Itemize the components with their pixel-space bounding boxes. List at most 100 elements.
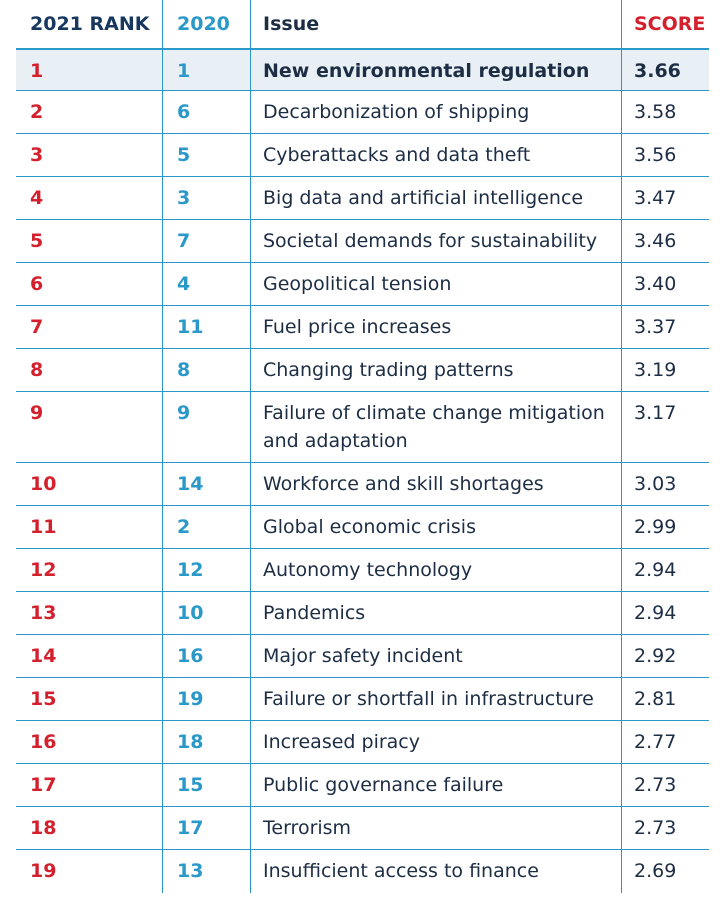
table-body: 1 1 New environmental regulation 3.66 2 6 Deca… (16, 50, 709, 893)
table-row: 7 11 Fuel price increases 3.37 (16, 306, 709, 349)
rank-2020-cell: 4 (162, 263, 250, 305)
rank-2020-cell: 8 (162, 349, 250, 391)
table-row: 8 8 Changing trading patterns 3.19 (16, 349, 709, 392)
issue-cell: Increased piracy (250, 721, 621, 763)
table-row: 13 10 Pandemics 2.94 (16, 592, 709, 635)
rank-2021-cell: 7 (30, 316, 44, 338)
issue-cell: Pandemics (250, 592, 621, 634)
table-row: 3 5 Cyberattacks and data theft 3.56 (16, 134, 709, 177)
table-row: 9 9 Failure of climate change mitigation a… (16, 392, 709, 463)
rank-2020-cell: 10 (162, 592, 250, 634)
rank-2020-cell: 18 (162, 721, 250, 763)
score-cell: 3.37 (621, 306, 709, 348)
rank-2021-cell: 19 (30, 860, 57, 882)
issue-cell: Fuel price increases (250, 306, 621, 348)
score-cell: 3.47 (621, 177, 709, 219)
rank-2020-cell: 16 (162, 635, 250, 677)
rank-2020-cell: 7 (162, 220, 250, 262)
score-cell: 2.77 (621, 721, 709, 763)
score-cell: 2.92 (621, 635, 709, 677)
rank-2021-cell: 16 (30, 731, 57, 753)
table-row: 17 15 Public governance failure 2.73 (16, 764, 709, 807)
rank-2020-cell: 2 (162, 506, 250, 548)
rank-2020-cell: 5 (162, 134, 250, 176)
score-cell: 3.40 (621, 263, 709, 305)
table-row: 5 7 Societal demands for sustainability 3.4… (16, 220, 709, 263)
issue-cell: Insufficient access to finance (250, 850, 621, 893)
header-issue: Issue (250, 0, 621, 49)
rank-2021-cell: 10 (30, 473, 57, 495)
table-row: 4 3 Big data and artificial intelligence 3.… (16, 177, 709, 220)
score-cell: 3.56 (621, 134, 709, 176)
issue-cell: Cyberattacks and data theft (250, 134, 621, 176)
table-row: 11 2 Global economic crisis 2.99 (16, 506, 709, 549)
rank-2020-cell: 17 (162, 807, 250, 849)
table-header: 2021 RANK 2020 Issue SCORE (16, 0, 709, 50)
table-row: 2 6 Decarbonization of shipping 3.58 (16, 91, 709, 134)
score-cell: 2.94 (621, 592, 709, 634)
issue-cell: Failure of climate change mitigation and… (250, 392, 621, 462)
rank-2020-cell: 9 (162, 392, 250, 462)
table-row: 15 19 Failure or shortfall in infrastructu… (16, 678, 709, 721)
header-rank-2021: 2021 RANK (30, 13, 150, 35)
score-cell: 2.69 (621, 850, 709, 893)
rank-2021-cell: 1 (30, 60, 44, 82)
issue-cell: Autonomy technology (250, 549, 621, 591)
rank-2020-cell: 11 (162, 306, 250, 348)
rank-2021-cell: 2 (30, 101, 44, 123)
rank-2020-cell: 13 (162, 850, 250, 893)
score-cell: 3.03 (621, 463, 709, 505)
header-score: SCORE (621, 0, 709, 49)
rank-2021-cell: 18 (30, 817, 57, 839)
issue-cell: New environmental regulation (250, 50, 621, 90)
rank-2021-cell: 13 (30, 602, 57, 624)
score-cell: 3.19 (621, 349, 709, 391)
rank-2021-cell: 4 (30, 187, 44, 209)
score-cell: 2.99 (621, 506, 709, 548)
header-rank-2020: 2020 (162, 0, 250, 49)
table-row: 18 17 Terrorism 2.73 (16, 807, 709, 850)
issue-cell: Geopolitical tension (250, 263, 621, 305)
table-row: 6 4 Geopolitical tension 3.40 (16, 263, 709, 306)
issue-cell: Public governance failure (250, 764, 621, 806)
table-row: 12 12 Autonomy technology 2.94 (16, 549, 709, 592)
score-cell: 2.94 (621, 549, 709, 591)
rank-2021-cell: 9 (30, 402, 44, 424)
rank-2020-cell: 6 (162, 91, 250, 133)
issue-cell: Terrorism (250, 807, 621, 849)
rank-2020-cell: 14 (162, 463, 250, 505)
table-row: 14 16 Major safety incident 2.92 (16, 635, 709, 678)
rank-2021-cell: 8 (30, 359, 44, 381)
rank-2021-cell: 6 (30, 273, 44, 295)
issue-cell: Major safety incident (250, 635, 621, 677)
rank-2020-cell: 1 (162, 50, 250, 90)
issue-cell: Global economic crisis (250, 506, 621, 548)
rank-2021-cell: 17 (30, 774, 57, 796)
rank-2020-cell: 12 (162, 549, 250, 591)
score-cell: 3.66 (621, 50, 709, 90)
score-cell: 3.46 (621, 220, 709, 262)
issue-cell: Decarbonization of shipping (250, 91, 621, 133)
rank-2020-cell: 19 (162, 678, 250, 720)
rank-2021-cell: 3 (30, 144, 44, 166)
issue-cell: Failure or shortfall in infrastructure (250, 678, 621, 720)
issue-cell: Societal demands for sustainability (250, 220, 621, 262)
rank-2021-cell: 14 (30, 645, 57, 667)
rank-2021-cell: 12 (30, 559, 57, 581)
score-cell: 2.73 (621, 764, 709, 806)
score-cell: 2.81 (621, 678, 709, 720)
issue-cell: Big data and artificial intelligence (250, 177, 621, 219)
score-cell: 3.58 (621, 91, 709, 133)
rank-2021-cell: 15 (30, 688, 57, 710)
score-cell: 3.17 (621, 392, 709, 462)
rank-table: 2021 RANK 2020 Issue SCORE 1 1 New environ… (16, 0, 709, 893)
rank-2020-cell: 3 (162, 177, 250, 219)
table-row: 10 14 Workforce and skill shortages 3.03 (16, 463, 709, 506)
rank-2021-cell: 11 (30, 516, 57, 538)
score-cell: 2.73 (621, 807, 709, 849)
rank-2020-cell: 15 (162, 764, 250, 806)
table-row: 19 13 Insufficient access to finance 2.69 (16, 850, 709, 893)
issue-cell: Workforce and skill shortages (250, 463, 621, 505)
rank-2021-cell: 5 (30, 230, 44, 252)
table-row: 1 1 New environmental regulation 3.66 (16, 50, 709, 91)
